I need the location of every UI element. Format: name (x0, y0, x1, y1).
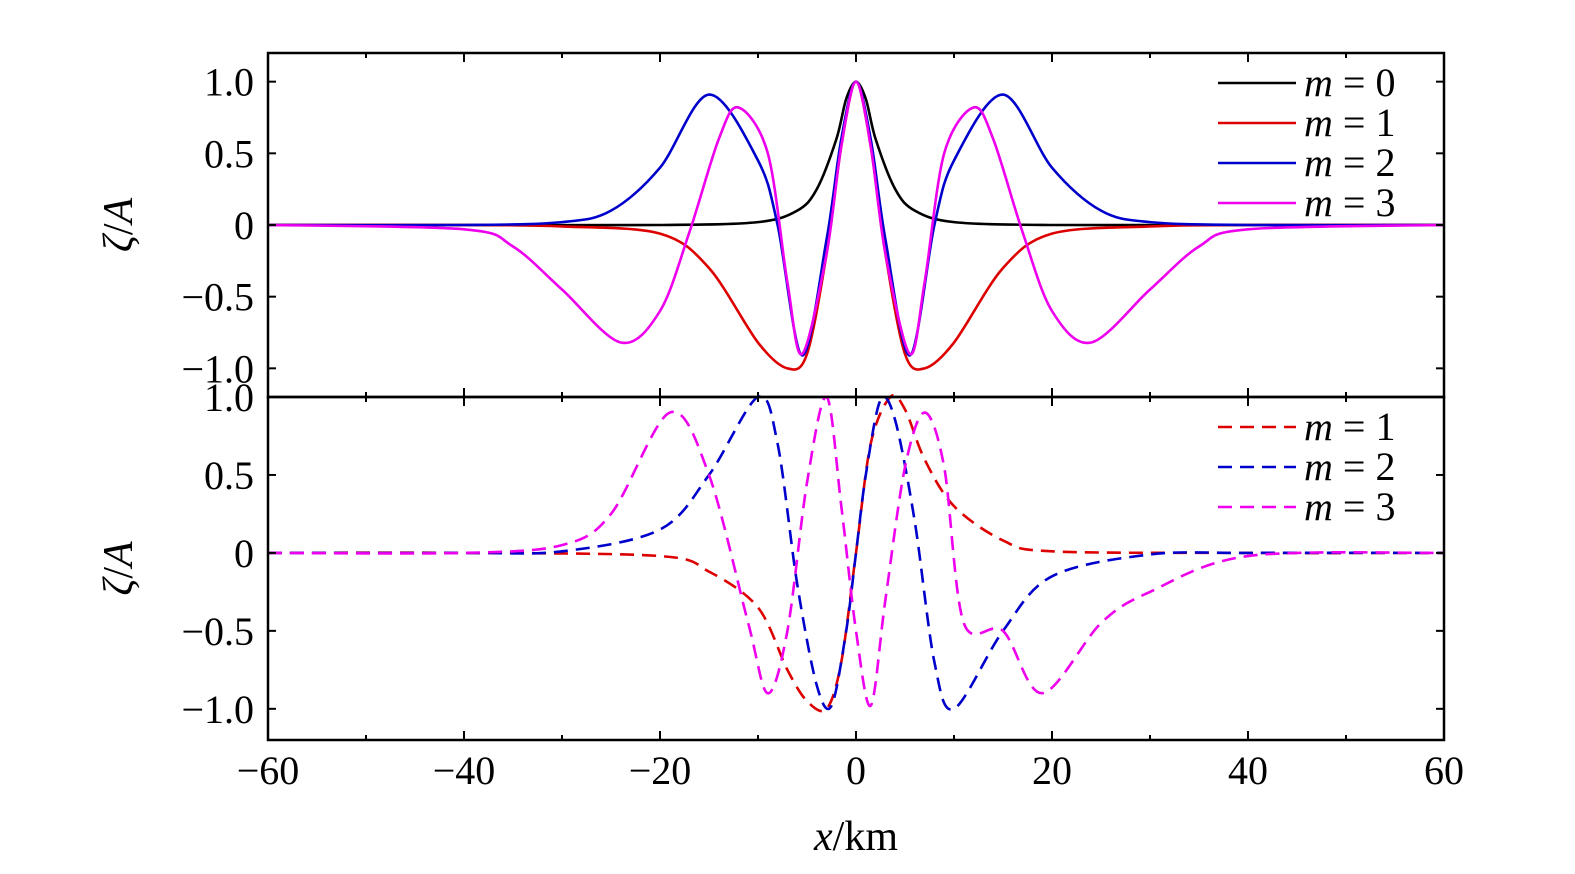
legend-var: m (1304, 404, 1333, 449)
xtick-label: −60 (237, 748, 300, 793)
top-ytick-label: 1.0 (204, 60, 254, 105)
bot-ytick-label: 0.5 (204, 453, 254, 498)
top-panel: 1.00.50−0.5−1.0 m = 0m = 1m = 2m = 3 ζ/A (96, 51, 1446, 399)
bot-ytick-label: 0 (234, 531, 254, 576)
legend-val: 1 (1375, 404, 1395, 449)
legend-var: m (1304, 60, 1333, 105)
xtick-label: 0 (846, 748, 866, 793)
bottom-x-ticks: −60 −40 −20 0 20 40 60 (237, 397, 1464, 793)
legend-eq: = (1333, 60, 1376, 105)
xtick-label: 20 (1032, 748, 1072, 793)
legend-var: m (1304, 444, 1333, 489)
bot-series-m3 (267, 395, 1445, 708)
legend-eq: = (1333, 484, 1376, 529)
legend-eq: = (1333, 404, 1376, 449)
xtick-label: 40 (1228, 748, 1268, 793)
x-axis-label: x/km (813, 814, 898, 860)
top-ylabel-part2: A (96, 197, 142, 226)
bottom-y-axis-label: ζ/A (96, 541, 142, 596)
top-legend-label: m = 2 (1304, 140, 1395, 185)
bot-legend-label: m = 1 (1304, 404, 1395, 449)
legend-val: 3 (1375, 180, 1395, 225)
xtick-label: −20 (629, 748, 692, 793)
xtick-label: −40 (433, 748, 496, 793)
legend-eq: = (1333, 444, 1376, 489)
bottom-plot-frame (266, 395, 1446, 742)
bottom-ylabel-part1: ζ (96, 576, 142, 596)
top-ytick-label: 0 (234, 203, 254, 248)
legend-val: 0 (1375, 60, 1395, 105)
top-y-ticks: 1.0 0.5 0 −0.5 −1.0 (181, 60, 1444, 391)
legend-val: 2 (1375, 444, 1395, 489)
legend-val: 1 (1375, 100, 1395, 145)
legend-val: 3 (1375, 484, 1395, 529)
legend-var: m (1304, 484, 1333, 529)
top-series-m3 (267, 80, 1445, 356)
bot-series-m1 (267, 393, 1445, 713)
xlabel-var: x (813, 814, 833, 860)
xlabel-unit: /km (833, 814, 899, 860)
top-legend-label: m = 3 (1304, 180, 1395, 225)
legend-eq: = (1333, 140, 1376, 185)
top-y-axis-label: ζ/A (96, 197, 142, 252)
bottom-y-ticks: 1.0 0.5 0 −0.5 −1.0 (181, 375, 1444, 732)
bottom-ylabel-sep: / (96, 567, 142, 579)
legend-var: m (1304, 140, 1333, 185)
bot-ytick-label: 1.0 (204, 375, 254, 420)
bottom-legend: m = 1m = 2m = 3 (1218, 404, 1395, 529)
top-ylabel-part1: ζ (96, 232, 142, 252)
top-series-lines (267, 80, 1445, 371)
bot-series-m2 (267, 395, 1445, 711)
legend-var: m (1304, 180, 1333, 225)
top-ylabel-sep: / (96, 223, 142, 235)
xtick-label: 60 (1424, 748, 1464, 793)
top-ytick-label: −1.0 (181, 346, 254, 391)
bot-legend-label: m = 2 (1304, 444, 1395, 489)
top-legend-label: m = 1 (1304, 100, 1395, 145)
bot-ytick-label: −0.5 (181, 609, 254, 654)
legend-eq: = (1333, 180, 1376, 225)
top-ytick-label: 0.5 (204, 131, 254, 176)
legend-val: 2 (1375, 140, 1395, 185)
top-ytick-label: −0.5 (181, 275, 254, 320)
top-legend: m = 0m = 1m = 2m = 3 (1218, 60, 1395, 225)
bottom-ylabel-part2: A (96, 541, 142, 570)
bottom-panel: 1.00.50−0.5−1.0 −60 −40 −20 0 20 40 60 m = 1m … (96, 375, 1464, 860)
bottom-series-lines (267, 393, 1445, 713)
bot-legend-label: m = 3 (1304, 484, 1395, 529)
bot-ytick-label: −1.0 (181, 687, 254, 732)
top-legend-label: m = 0 (1304, 60, 1395, 105)
legend-var: m (1304, 100, 1333, 145)
legend-eq: = (1333, 100, 1376, 145)
